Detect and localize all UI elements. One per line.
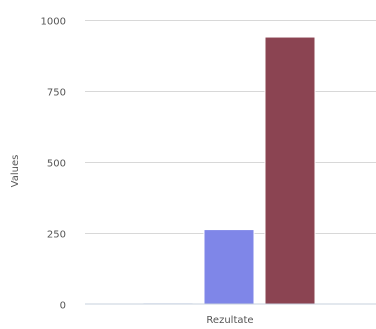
y-tick-label-500: 500	[47, 159, 66, 170]
x-category-label: Rezultate	[206, 315, 253, 326]
bar-series-2-rezultate[interactable]	[203, 229, 255, 305]
y-tick-label-250: 250	[47, 230, 66, 241]
y-axis-title: Values	[10, 155, 21, 188]
y-axis-ticks: 0 250 500 750 1000	[41, 17, 66, 312]
x-axis-categories: Rezultate	[206, 315, 253, 326]
y-tick-label-750: 750	[47, 88, 66, 99]
y-tick-label-1000: 1000	[41, 17, 66, 28]
grid-lines	[85, 20, 376, 234]
bars	[142, 36, 316, 305]
bar-series-3-rezultate[interactable]	[264, 36, 316, 305]
y-tick-label-0: 0	[60, 301, 66, 312]
